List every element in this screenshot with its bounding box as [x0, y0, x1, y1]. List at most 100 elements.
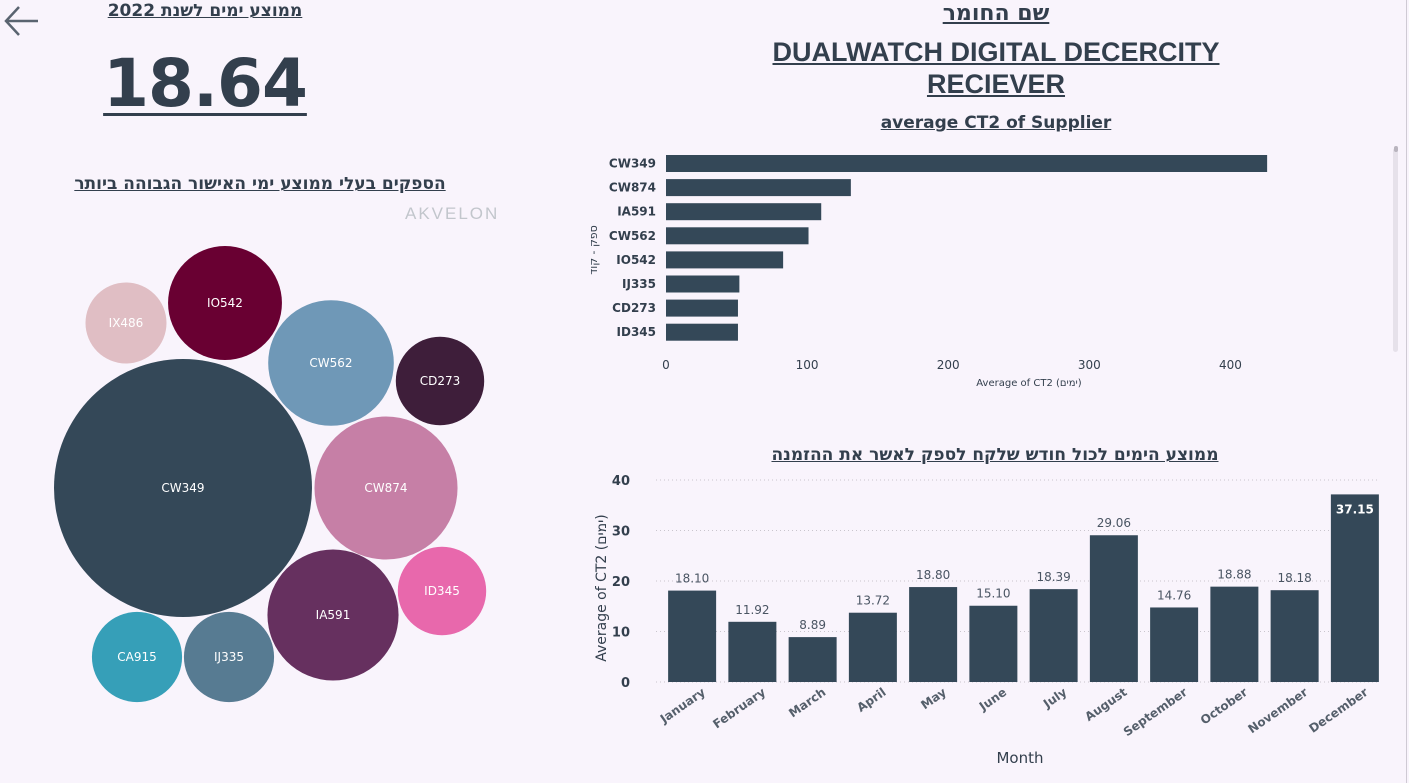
- y-tick-label: CW349: [609, 157, 656, 171]
- x-tick-label: October: [1198, 685, 1250, 727]
- bar-cd273[interactable]: [666, 299, 738, 317]
- y-tick-label: 0: [621, 676, 630, 691]
- data-label: 8.89: [799, 618, 826, 632]
- x-tick-label: 0: [662, 358, 670, 372]
- bubble-label: CW562: [309, 356, 352, 370]
- data-label: 18.10: [675, 572, 709, 586]
- bubble-ij335[interactable]: [183, 611, 275, 703]
- y-tick-label: IO542: [616, 253, 656, 267]
- y-axis-title: Average of CT2 (ימים): [594, 514, 610, 662]
- bubble-label: IJ335: [214, 650, 244, 664]
- bubble-label: CW349: [161, 481, 204, 495]
- bubble-label: ID345: [424, 584, 460, 598]
- bubble-cw874[interactable]: [314, 416, 458, 560]
- chart-scrollbar[interactable]: [1393, 148, 1398, 352]
- data-label: 13.72: [856, 594, 890, 608]
- x-axis-title: Average of CT2 (ימים): [976, 378, 1082, 389]
- x-tick-label: June: [976, 685, 1009, 714]
- bar-september[interactable]: [1150, 607, 1199, 682]
- bubble-id345[interactable]: [397, 546, 487, 636]
- x-tick-label: 200: [937, 358, 960, 372]
- bar-march[interactable]: [788, 637, 837, 682]
- bar-cw874[interactable]: [666, 179, 851, 197]
- y-tick-label: CW562: [609, 229, 656, 243]
- bubble-label: IA591: [316, 608, 351, 622]
- bubble-cw562[interactable]: [268, 300, 394, 426]
- x-tick-label: 400: [1219, 358, 1242, 372]
- bar-december[interactable]: [1330, 494, 1379, 682]
- bubble-cd273[interactable]: [395, 336, 485, 426]
- bar-june[interactable]: [969, 605, 1018, 682]
- x-tick-label: 100: [796, 358, 819, 372]
- x-tick-label: July: [1040, 685, 1069, 711]
- bar-cw562[interactable]: [666, 227, 809, 245]
- bubble-ca915[interactable]: [91, 611, 183, 703]
- data-label: 37.15: [1336, 502, 1374, 516]
- bubble-chart[interactable]: CW349 CW874 IA591 CW562 IO542 IJ335 CA915 ID345…: [0, 230, 560, 720]
- material-name: DUALWATCH DIGITAL DECERCITY RECIEVER: [746, 36, 1246, 100]
- bar-july[interactable]: [1029, 589, 1078, 682]
- y-tick-label: 20: [612, 575, 630, 590]
- bar-may[interactable]: [909, 587, 958, 682]
- y-tick-label: CW874: [609, 181, 656, 195]
- x-tick-label: May: [918, 685, 949, 712]
- x-tick-label: August: [1082, 685, 1129, 724]
- data-label: 11.92: [735, 603, 769, 617]
- kpi-value[interactable]: 18.64: [103, 45, 308, 122]
- material-name-line-2: RECIEVER: [926, 69, 1066, 99]
- x-tick-label: November: [1245, 685, 1310, 736]
- bar-id345[interactable]: [666, 323, 738, 341]
- bubble-cw349[interactable]: [54, 359, 312, 617]
- chart-scrollbar-thumb[interactable]: [1394, 146, 1398, 152]
- arrow-left-icon: [4, 6, 38, 36]
- x-tick-label: January: [657, 685, 708, 727]
- y-tick-label: 40: [612, 474, 630, 489]
- material-label: שם החומר: [942, 1, 1050, 26]
- data-label: 15.10: [976, 587, 1010, 601]
- bubble-label: CD273: [420, 374, 461, 388]
- y-tick-label: 10: [612, 626, 630, 641]
- akvelon-logo: AKVELON: [405, 204, 500, 223]
- x-tick-label: 300: [1078, 358, 1101, 372]
- x-tick-label: March: [786, 685, 828, 720]
- monthly-chart-title: ממוצע הימים לכול חודש שלקח לספק לאשר את …: [771, 445, 1219, 465]
- data-label: 14.76: [1157, 588, 1191, 602]
- x-tick-label: December: [1306, 685, 1370, 736]
- bubble-label: IX486: [109, 316, 144, 330]
- bubble-label: CW874: [364, 481, 407, 495]
- y-tick-label: IJ335: [622, 277, 656, 291]
- y-tick-label: 30: [612, 525, 630, 540]
- bar-october[interactable]: [1210, 586, 1259, 682]
- data-label: 18.18: [1277, 571, 1311, 585]
- data-label: 18.80: [916, 568, 950, 582]
- data-label: 18.39: [1036, 570, 1070, 584]
- supplier-chart-title: average CT2 of Supplier: [880, 113, 1112, 133]
- page-edge-divider: [1406, 0, 1407, 783]
- bar-august[interactable]: [1089, 535, 1138, 682]
- bubble-label: CA915: [117, 650, 157, 664]
- y-tick-label: CD273: [612, 301, 656, 315]
- back-button[interactable]: [2, 2, 42, 40]
- x-axis-title: Month: [996, 749, 1043, 767]
- bubble-ia591[interactable]: [267, 549, 399, 681]
- bar-ij335[interactable]: [666, 275, 740, 293]
- data-label: 29.06: [1097, 516, 1131, 530]
- bar-april[interactable]: [848, 612, 897, 682]
- bubble-ix486[interactable]: [85, 282, 167, 364]
- bar-january[interactable]: [668, 590, 717, 682]
- monthly-bar-chart[interactable]: 0 10 20 30 40 18.10 January 11.92 February 8.89 Ma…: [580, 468, 1390, 778]
- data-label: 18.88: [1217, 568, 1251, 582]
- supplier-bar-chart[interactable]: CW349 CW874 IA591 CW562 IO542 IJ335 CD273 ID345…: [580, 140, 1390, 400]
- y-axis-title: ספק - קוד: [587, 225, 600, 275]
- bar-february[interactable]: [728, 621, 777, 682]
- bar-io542[interactable]: [666, 251, 784, 269]
- x-tick-label: April: [854, 685, 888, 715]
- bar-ia591[interactable]: [666, 203, 822, 221]
- bubble-chart-title: הספקים בעלי ממוצע ימי האישור הגבוהה ביות…: [74, 174, 446, 194]
- bar-november[interactable]: [1270, 590, 1319, 682]
- x-tick-label: September: [1121, 685, 1190, 739]
- bar-cw349[interactable]: [666, 155, 1268, 172]
- bubble-label: IO542: [207, 296, 243, 310]
- y-tick-label: ID345: [617, 325, 656, 339]
- bubble-io542[interactable]: [168, 246, 282, 360]
